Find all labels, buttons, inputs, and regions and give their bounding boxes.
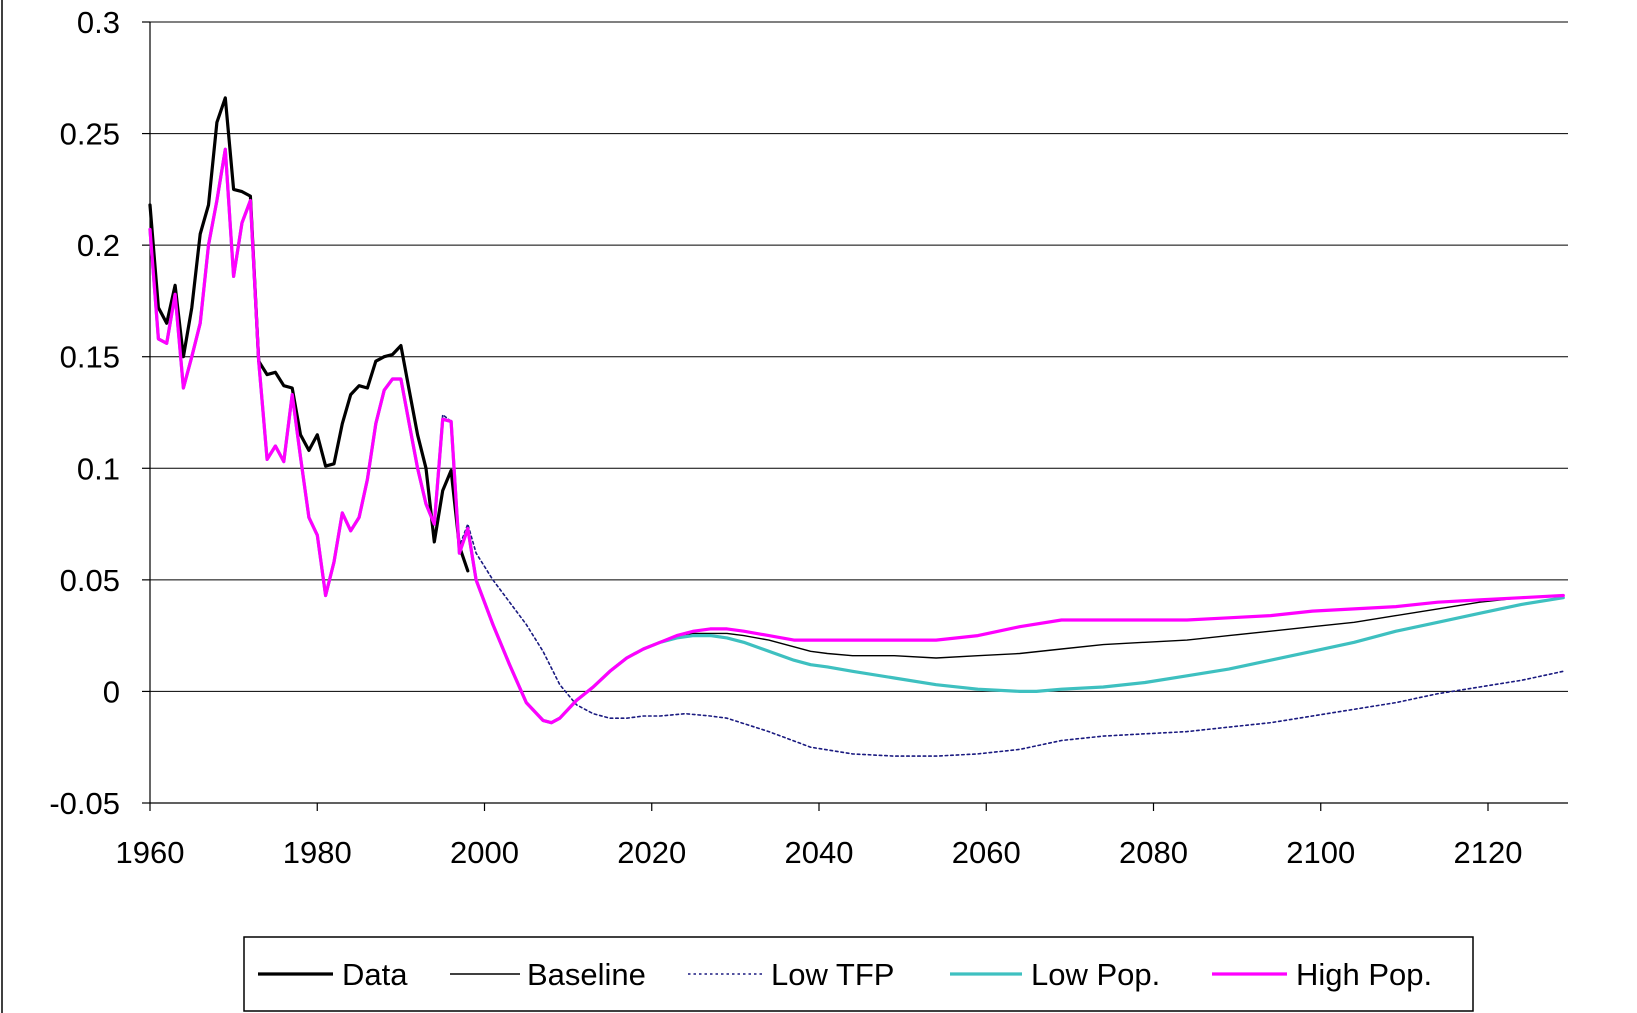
x-tick-label: 2040 [785, 835, 854, 870]
y-tick-label: 0.1 [77, 451, 120, 486]
legend-label-low-tfp: Low TFP [771, 957, 894, 992]
series-lines [148, 96, 1565, 757]
legend-items: Data Baseline Low TFP Low Pop. High Pop. [258, 957, 1432, 992]
y-axis-tick-labels: -0.05 0 0.05 0.1 0.15 0.2 0.25 0.3 [49, 5, 120, 821]
x-tick-label: 1980 [283, 835, 352, 870]
series-line-data [148, 96, 470, 573]
legend-label-low-pop: Low Pop. [1031, 957, 1160, 992]
gridlines [142, 21, 1568, 804]
series-line-high-pop [148, 147, 1565, 725]
x-tick-label: 2020 [617, 835, 686, 870]
series-line-low-pop [148, 147, 1565, 725]
legend-label-baseline: Baseline [527, 957, 646, 992]
y-tick-label: -0.05 [49, 786, 120, 821]
y-tick-label: 0.25 [60, 117, 120, 152]
axes [149, 22, 1568, 811]
x-tick-label: 2120 [1454, 835, 1523, 870]
series-line-low-tfp [149, 148, 1565, 757]
y-tick-label: 0.3 [77, 5, 120, 40]
x-tick-label: 2060 [952, 835, 1021, 870]
y-tick-label: 0.05 [60, 563, 120, 598]
x-tick-label: 2100 [1286, 835, 1355, 870]
x-tick-label: 1960 [116, 835, 185, 870]
x-tick-label: 2080 [1119, 835, 1188, 870]
x-tick-label: 2000 [450, 835, 519, 870]
y-tick-label: 0.2 [77, 228, 120, 263]
y-tick-label: 0 [103, 674, 120, 709]
y-tick-label: 0.15 [60, 340, 120, 375]
legend-label-high-pop: High Pop. [1296, 957, 1432, 992]
legend-label-data: Data [342, 957, 408, 992]
x-axis-tick-labels: 1960 1980 2000 2020 2040 2060 2080 2100 2120 [116, 835, 1523, 870]
legend: Data Baseline Low TFP Low Pop. High Pop. [243, 936, 1474, 1012]
series-line-baseline [149, 148, 1565, 724]
